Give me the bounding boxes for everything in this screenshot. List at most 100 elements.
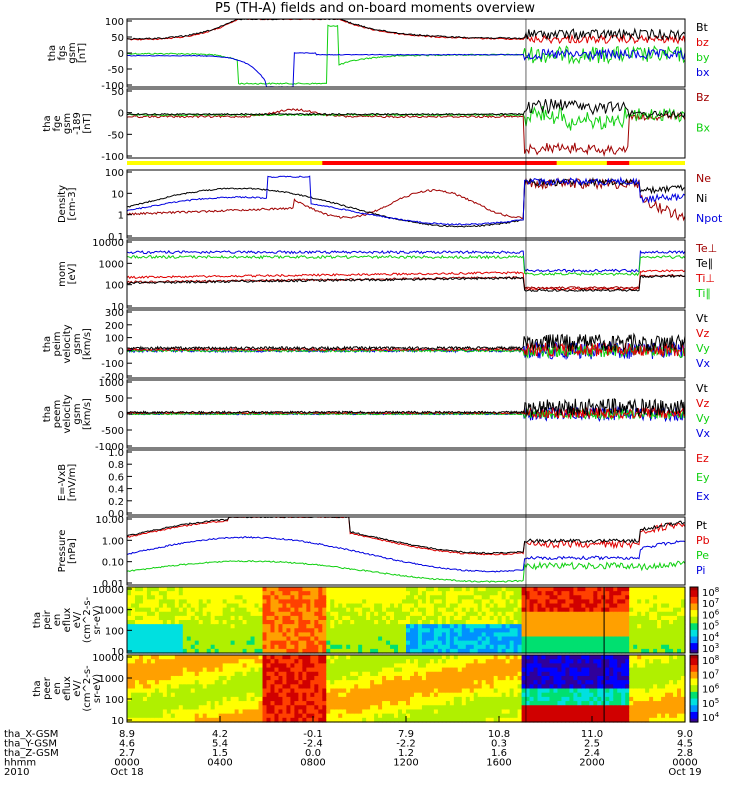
peir-colorbar-label: 108 bbox=[702, 586, 719, 599]
vi-ylabel: tha bbox=[42, 336, 53, 352]
pres-pi-line bbox=[126, 536, 686, 573]
peir-colorbar-swatch bbox=[690, 624, 698, 628]
density-tick: 100 bbox=[105, 168, 124, 179]
peer-colorbar-swatch bbox=[690, 656, 698, 659]
peer-ylabel: en bbox=[52, 682, 63, 695]
xaxis-value: 2.4 bbox=[584, 748, 600, 759]
density-tick: 10 bbox=[111, 189, 124, 200]
fge-tick: -100 bbox=[101, 152, 124, 163]
fge-legend: Bz bbox=[696, 91, 710, 104]
peer-colorbar-swatch bbox=[690, 713, 698, 716]
peir-colorbar-swatch bbox=[690, 616, 698, 619]
fgs-tick: 50 bbox=[111, 33, 124, 44]
density-ylabel: Density bbox=[57, 185, 68, 223]
peir-colorbar-swatch bbox=[690, 600, 698, 603]
fge-ylabel: -189 bbox=[72, 112, 83, 135]
fge-bt-line bbox=[126, 98, 686, 119]
fgs-ylabel: fgs bbox=[57, 45, 68, 60]
peer-colorbar-swatch bbox=[690, 690, 698, 693]
fgs-by-line bbox=[126, 24, 686, 85]
peer-colorbar-swatch bbox=[690, 696, 698, 700]
vi-tick: 100 bbox=[105, 334, 124, 345]
vi-tick: 200 bbox=[105, 321, 124, 332]
pres-tick: 0.10 bbox=[102, 558, 124, 569]
peer-colorbar-swatch bbox=[690, 663, 698, 666]
ve-tick: -500 bbox=[101, 426, 124, 437]
peer-colorbar-swatch bbox=[690, 685, 698, 688]
peer-colorbar-label: 105 bbox=[702, 697, 719, 710]
pres-ylabel: [nPa] bbox=[67, 538, 78, 564]
peir-colorbar-swatch bbox=[690, 611, 698, 614]
peer-colorbar-swatch bbox=[690, 686, 698, 690]
fgs-ylabel: [nT] bbox=[77, 43, 88, 63]
peir-colorbar-swatch bbox=[690, 633, 698, 636]
pres-tick: 1.00 bbox=[102, 536, 124, 547]
peir-colorbar-swatch bbox=[690, 651, 698, 654]
temp-legend: Te⊥ bbox=[695, 242, 717, 255]
peer-colorbar-label: 108 bbox=[702, 654, 719, 667]
temp-tick: 1000 bbox=[99, 259, 124, 270]
peer-colorbar-swatch bbox=[690, 691, 698, 695]
peir-colorbar-swatch bbox=[690, 641, 698, 644]
vi-vz-line bbox=[126, 342, 686, 358]
peir-colorbar-swatch bbox=[690, 623, 698, 626]
fgs-tick: 0 bbox=[118, 49, 124, 60]
xaxis-value: 0000 bbox=[672, 758, 697, 769]
temp-tipar-line bbox=[126, 254, 686, 277]
peir-colorbar-swatch bbox=[690, 588, 698, 591]
temp-legend: Te∥ bbox=[695, 257, 713, 270]
peir-colorbar-swatch bbox=[690, 649, 698, 652]
peer-colorbar-frame bbox=[689, 654, 699, 723]
fgs-legend: by bbox=[696, 51, 710, 64]
peer-ylabel: eflux bbox=[62, 676, 73, 701]
peir-colorbar-swatch bbox=[690, 621, 698, 624]
ve-ylabel: [km/s] bbox=[82, 398, 93, 430]
peir-colorbar-swatch bbox=[690, 643, 698, 646]
pres-legend: Pt bbox=[696, 519, 708, 532]
efield-frame bbox=[126, 449, 686, 516]
peir-colorbar-swatch bbox=[690, 598, 698, 601]
efield-tick: 0.6 bbox=[108, 472, 124, 483]
peir-colorbar-swatch bbox=[690, 601, 698, 605]
peer-colorbar-swatch bbox=[690, 716, 698, 720]
xaxis-value: 0.0 bbox=[305, 748, 321, 759]
ve-ylabel: peem bbox=[52, 400, 63, 428]
fgs-ylabel: tha bbox=[47, 45, 58, 61]
xaxis-value: 1.5 bbox=[212, 748, 228, 759]
fge-legend: Bx bbox=[696, 122, 711, 135]
temp-tick: 10 bbox=[111, 302, 124, 313]
peir-colorbar-swatch bbox=[690, 620, 698, 623]
peer-colorbar-swatch bbox=[690, 678, 698, 681]
temp-tepar-line bbox=[126, 274, 686, 293]
fge-bz-line bbox=[126, 108, 686, 157]
peer-colorbar-swatch bbox=[690, 706, 698, 710]
peer-ylabel: tha bbox=[32, 680, 43, 696]
peer-colorbar-swatch bbox=[690, 665, 698, 668]
xaxis-row-label: tha_Y-GSM bbox=[4, 739, 57, 750]
xaxis-value: -0.1 bbox=[303, 729, 323, 740]
pres-tick: 10.00 bbox=[95, 515, 124, 526]
peir-ylabel: peir bbox=[42, 609, 53, 629]
temp-tick: 10000 bbox=[92, 238, 124, 249]
peer-colorbar-swatch bbox=[690, 718, 698, 721]
vi-legend: Vt bbox=[696, 312, 709, 325]
density-legend: Npot bbox=[696, 212, 723, 225]
peir-colorbar-swatch bbox=[690, 636, 698, 639]
xaxis-value: 9.0 bbox=[677, 729, 693, 740]
peer-tick: 10 bbox=[111, 716, 124, 727]
peer-ylabel: (cm^2-s- bbox=[82, 665, 93, 712]
xaxis-value: 0000 bbox=[114, 758, 139, 769]
temp-tiperp-line bbox=[126, 269, 686, 291]
peer-colorbar-swatch bbox=[690, 700, 698, 703]
fgs-tick: 100 bbox=[105, 17, 124, 28]
peir-colorbar-swatch bbox=[690, 629, 698, 633]
density-legend: Ne bbox=[696, 172, 711, 185]
peer-ylabel: sr-eV) bbox=[92, 674, 103, 703]
peer-ylabel: peer bbox=[42, 676, 53, 700]
peir-colorbar-swatch bbox=[690, 590, 698, 593]
xaxis-value: 1.6 bbox=[491, 748, 507, 759]
pres-pe-line bbox=[126, 560, 686, 583]
xaxis-value: 0800 bbox=[300, 758, 325, 769]
temp-legend: Ti⊥ bbox=[695, 272, 715, 285]
xaxis-value: 1200 bbox=[393, 758, 418, 769]
